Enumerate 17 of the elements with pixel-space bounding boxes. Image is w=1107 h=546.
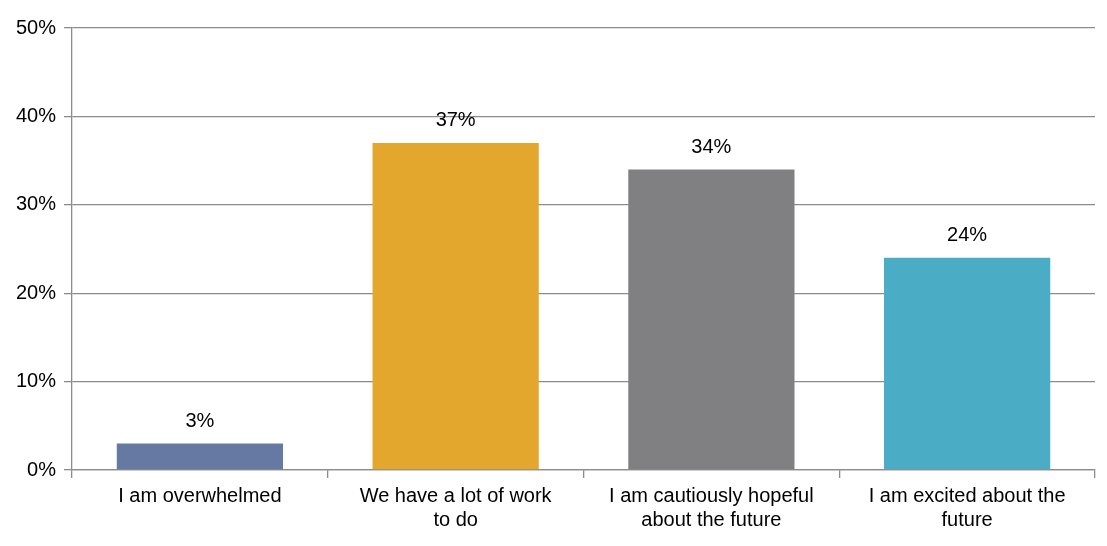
data-label: 37% [435,108,476,131]
bar [884,257,1051,470]
y-tick-label: 20% [16,280,57,303]
x-tick-label: I am excited about the future [868,483,1066,530]
bar [116,443,284,470]
y-tick-label: 0% [27,457,57,480]
data-label: 34% [691,134,732,157]
y-tick-label: 40% [16,103,57,126]
y-tick-label: 10% [16,369,57,392]
y-tick-label: 50% [16,15,57,38]
x-tick-label: I am cautiously hopeful about the future [609,483,814,530]
bar [372,142,539,470]
x-tick-label: I am overwhelmed [118,483,282,506]
data-label: 3% [185,409,215,431]
x-tick-label: We have a lot of work to do [359,483,553,530]
data-label: 24% [947,223,988,246]
y-tick-label: 30% [16,192,57,215]
